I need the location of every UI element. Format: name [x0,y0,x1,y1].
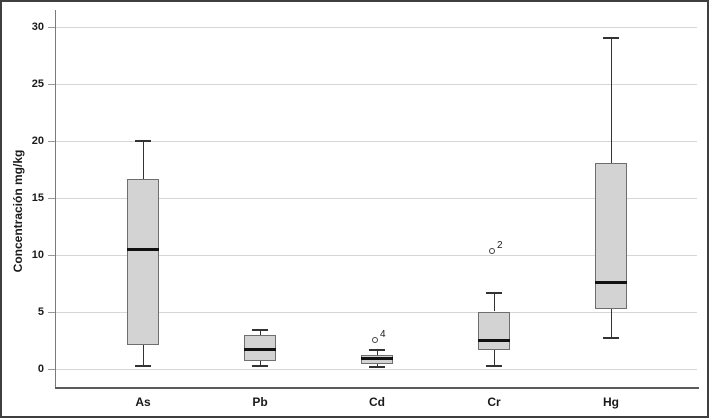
y-tick-label: 25 [31,77,44,90]
whisker-cap-upper-Cr [486,292,502,295]
y-tick-label: 0 [37,362,44,375]
x-category-label-As: As [135,395,151,409]
y-tick-0 [48,368,55,370]
gridline-y-15 [56,197,697,199]
gridline-y-20 [56,140,697,142]
median-Pb [244,348,276,352]
y-tick-5 [48,311,55,313]
whisker-lower-Pb [260,360,261,367]
y-tick-label: 10 [31,248,44,261]
box-Cr [478,311,510,351]
whisker-cap-lower-Cd [369,366,385,369]
y-tick-20 [48,140,55,142]
gridline-y-25 [56,83,697,85]
whisker-upper-Cd [377,350,378,355]
box-Pb [244,335,276,361]
whisker-upper-As [143,140,144,180]
whisker-lower-Cr [494,350,495,367]
y-axis-line [55,10,56,387]
box-As [127,179,159,345]
whisker-cap-upper-Pb [252,328,268,331]
whisker-cap-upper-Hg [603,36,619,39]
gridline-y-0 [56,368,697,370]
outlier-label-Cd: 4 [380,329,386,340]
whisker-cap-lower-Hg [603,336,619,339]
box-Hg [595,163,627,310]
y-tick-label: 5 [37,305,44,318]
whisker-lower-As [143,344,144,367]
x-category-label-Cr: Cr [487,395,501,409]
median-Cd [361,357,393,361]
whisker-upper-Hg [611,37,612,164]
median-As [127,247,159,251]
y-tick-label: 30 [31,20,44,33]
y-tick-label: 15 [31,191,44,204]
whisker-cap-upper-Cd [369,349,385,352]
gridline-y-10 [56,254,697,256]
y-axis-title: Concentración mg/kg [11,149,25,273]
median-Hg [595,280,627,284]
gridline-y-5 [56,311,697,313]
median-Cr [478,339,510,342]
y-tick-25 [48,83,55,85]
x-axis-line [55,387,699,389]
whisker-upper-Cr [494,293,495,312]
y-tick-10 [48,254,55,256]
y-tick-15 [48,197,55,199]
whisker-lower-Hg [611,309,612,338]
whisker-cap-upper-As [135,139,151,142]
x-category-label-Cd: Cd [369,395,385,409]
outlier-point-Cd [372,337,378,343]
gridline-y-30 [56,26,697,28]
whisker-upper-Pb [260,329,261,336]
x-category-label-Hg: Hg [603,395,619,409]
x-category-label-Pb: Pb [252,395,268,409]
whisker-cap-lower-Cr [486,365,502,368]
outlier-point-Cr [489,248,495,255]
y-tick-30 [48,26,55,28]
whisker-cap-lower-As [135,365,151,368]
y-tick-label: 20 [31,134,44,147]
whisker-lower-Cd [377,363,378,368]
outlier-label-Cr: 2 [497,240,503,252]
whisker-cap-lower-Pb [252,365,268,368]
